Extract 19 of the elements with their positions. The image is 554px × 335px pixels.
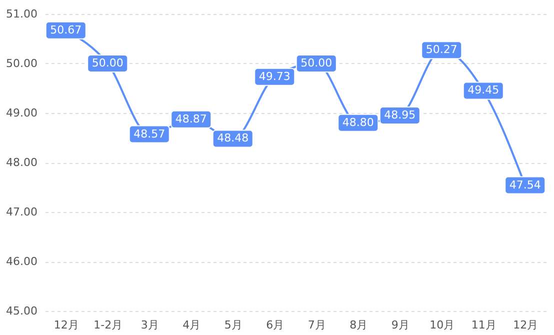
y-tick-label: 51.00 — [6, 8, 38, 20]
x-tick-label: 4月 — [182, 318, 201, 332]
y-tick-label: 50.00 — [6, 57, 38, 70]
y-tick-label: 46.00 — [6, 255, 38, 268]
x-tick-label: 7月 — [308, 318, 326, 332]
x-tick-label: 1-2月 — [94, 318, 123, 332]
x-tick-label: 12月 — [54, 318, 79, 332]
y-tick-label: 45.00 — [6, 304, 38, 318]
x-tick-label: 5月 — [224, 318, 242, 332]
x-tick-label: 8月 — [350, 318, 368, 332]
x-tick-label: 12月 — [513, 318, 538, 332]
x-tick-label: 9月 — [391, 318, 410, 332]
x-tick-label: 10月 — [430, 318, 455, 332]
x-tick-label: 3月 — [140, 318, 159, 332]
x-tick-label: 6月 — [266, 318, 284, 332]
y-tick-label: 48.00 — [6, 156, 38, 169]
x-tick-label: 11月 — [471, 318, 496, 332]
y-tick-label: 49.00 — [6, 106, 38, 120]
y-tick-label: 47.00 — [6, 206, 38, 218]
